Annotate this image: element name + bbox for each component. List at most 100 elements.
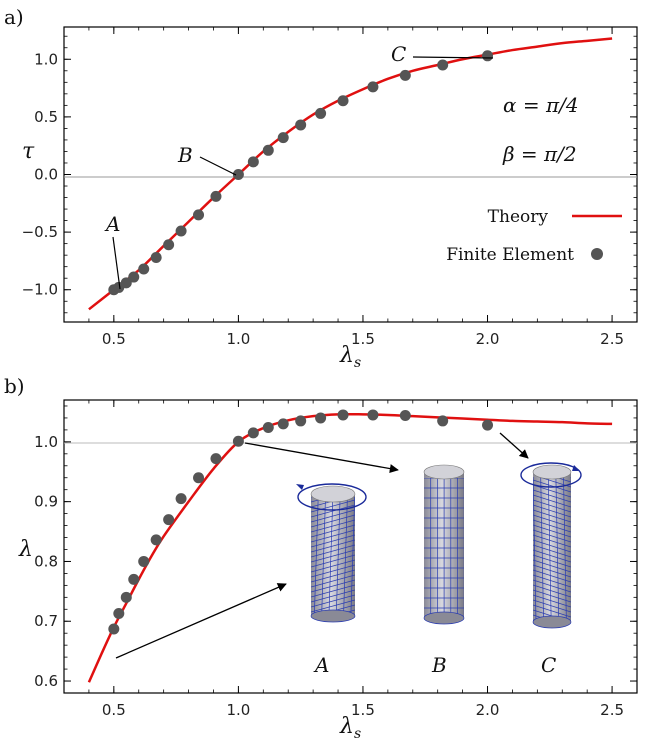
fe-point xyxy=(399,410,411,422)
mesh-line xyxy=(343,497,348,617)
panel-a-point-B-label: B xyxy=(177,143,193,167)
panel-a-xlabel-sub: s xyxy=(354,355,361,371)
mesh-line xyxy=(570,477,571,490)
mesh-line xyxy=(311,635,355,647)
x-tick-label: 1.5 xyxy=(351,330,375,348)
mesh-line xyxy=(311,594,355,608)
mesh-line xyxy=(311,534,355,548)
fe-point xyxy=(295,415,307,427)
mesh-line xyxy=(311,584,355,598)
cylinder-C-mesh xyxy=(533,477,571,642)
fe-point xyxy=(337,95,349,107)
mesh-line xyxy=(311,569,355,583)
mesh-line xyxy=(533,504,571,518)
fe-point xyxy=(232,435,244,447)
mesh-line xyxy=(328,497,334,617)
fe-point xyxy=(277,132,289,144)
panel-a-theory-line xyxy=(88,37,613,311)
inset-A-label: A xyxy=(313,653,329,677)
y-tick-label: 0.9 xyxy=(34,493,58,511)
inset-cylinder-C: C xyxy=(520,462,582,677)
legend-fe-swatch xyxy=(591,248,603,260)
cylinder-A-rotation-arrowhead xyxy=(296,484,304,490)
x-tick-label: 2.0 xyxy=(476,330,500,348)
y-tick-label: 0.6 xyxy=(34,672,58,690)
mesh-line xyxy=(335,497,341,617)
panel-b-xlabel-main: λ xyxy=(339,714,354,739)
y-tick-label: 1.0 xyxy=(34,50,58,68)
inset-cylinder-A: A xyxy=(296,483,367,677)
cylinder-C-rotation-arrow xyxy=(520,462,582,488)
panel-a-label: a) xyxy=(4,5,24,29)
fe-point xyxy=(138,555,150,567)
mesh-line xyxy=(311,509,355,523)
legend-theory-label: Theory xyxy=(488,207,549,227)
mesh-line xyxy=(533,630,571,642)
mesh-line xyxy=(533,604,571,618)
inset-B-label: B xyxy=(431,653,447,677)
mesh-line xyxy=(311,549,355,563)
mesh-line xyxy=(311,497,312,505)
mesh-line xyxy=(533,559,571,573)
y-tick-label: 0.5 xyxy=(34,108,58,126)
fe-point xyxy=(193,472,205,484)
x-tick-label: 1.0 xyxy=(226,330,250,348)
fe-point xyxy=(399,69,411,81)
panel-a-point-A-label: A xyxy=(104,212,120,236)
mesh-line xyxy=(311,559,355,573)
mesh-line xyxy=(311,544,355,558)
x-tick-label: 0.5 xyxy=(102,330,126,348)
mesh-line xyxy=(533,544,571,558)
fe-point xyxy=(482,50,494,62)
x-tick-label: 2.0 xyxy=(476,701,500,719)
mesh-line xyxy=(311,589,355,603)
y-tick-label: −1.0 xyxy=(22,281,58,299)
fe-point xyxy=(120,591,132,603)
mesh-line xyxy=(533,484,571,498)
mesh-line xyxy=(533,489,571,503)
mesh-line xyxy=(540,477,544,622)
mesh-line xyxy=(311,579,355,593)
y-tick-label: −0.5 xyxy=(22,223,58,241)
mesh-line xyxy=(533,564,571,578)
x-tick-label: 2.5 xyxy=(600,330,624,348)
mesh-line xyxy=(533,477,537,622)
x-tick-label: 1.0 xyxy=(226,701,250,719)
panel-b-xlabel: λs xyxy=(339,714,361,740)
fe-point xyxy=(482,419,494,431)
mesh-line xyxy=(533,499,571,513)
panel-b-xlabel-sub: s xyxy=(354,726,361,740)
x-tick-label: 2.5 xyxy=(600,701,624,719)
mesh-line xyxy=(311,625,355,637)
fe-point xyxy=(113,607,125,619)
y-tick-label: 0.7 xyxy=(34,612,58,630)
arrow-A-to-inset xyxy=(115,583,287,659)
fe-point xyxy=(175,225,187,237)
fe-point xyxy=(262,144,274,156)
mesh-line xyxy=(311,574,355,588)
inset-C-label: C xyxy=(541,653,556,677)
mesh-line xyxy=(311,519,355,533)
mesh-line xyxy=(311,499,355,513)
mesh-line xyxy=(313,497,319,617)
mesh-line xyxy=(563,477,567,622)
mesh-line xyxy=(533,579,571,593)
fe-point xyxy=(437,59,449,71)
panel-b-ticks xyxy=(63,400,638,694)
mesh-line xyxy=(533,479,571,493)
panel-a-fe-points xyxy=(108,50,494,296)
fe-point xyxy=(315,412,327,424)
panel-a-point-C-leader xyxy=(412,56,494,59)
panel-b-label: b) xyxy=(4,374,25,398)
mesh-line xyxy=(555,477,560,622)
fe-point xyxy=(315,107,327,119)
fe-point xyxy=(175,493,187,505)
mesh-line xyxy=(533,549,571,563)
fe-point xyxy=(232,169,244,180)
mesh-line xyxy=(538,477,571,488)
mesh-line xyxy=(533,574,571,588)
fe-point xyxy=(128,271,140,283)
cylinder-B-bottom xyxy=(423,611,465,625)
y-tick-label: 0.0 xyxy=(34,166,58,184)
